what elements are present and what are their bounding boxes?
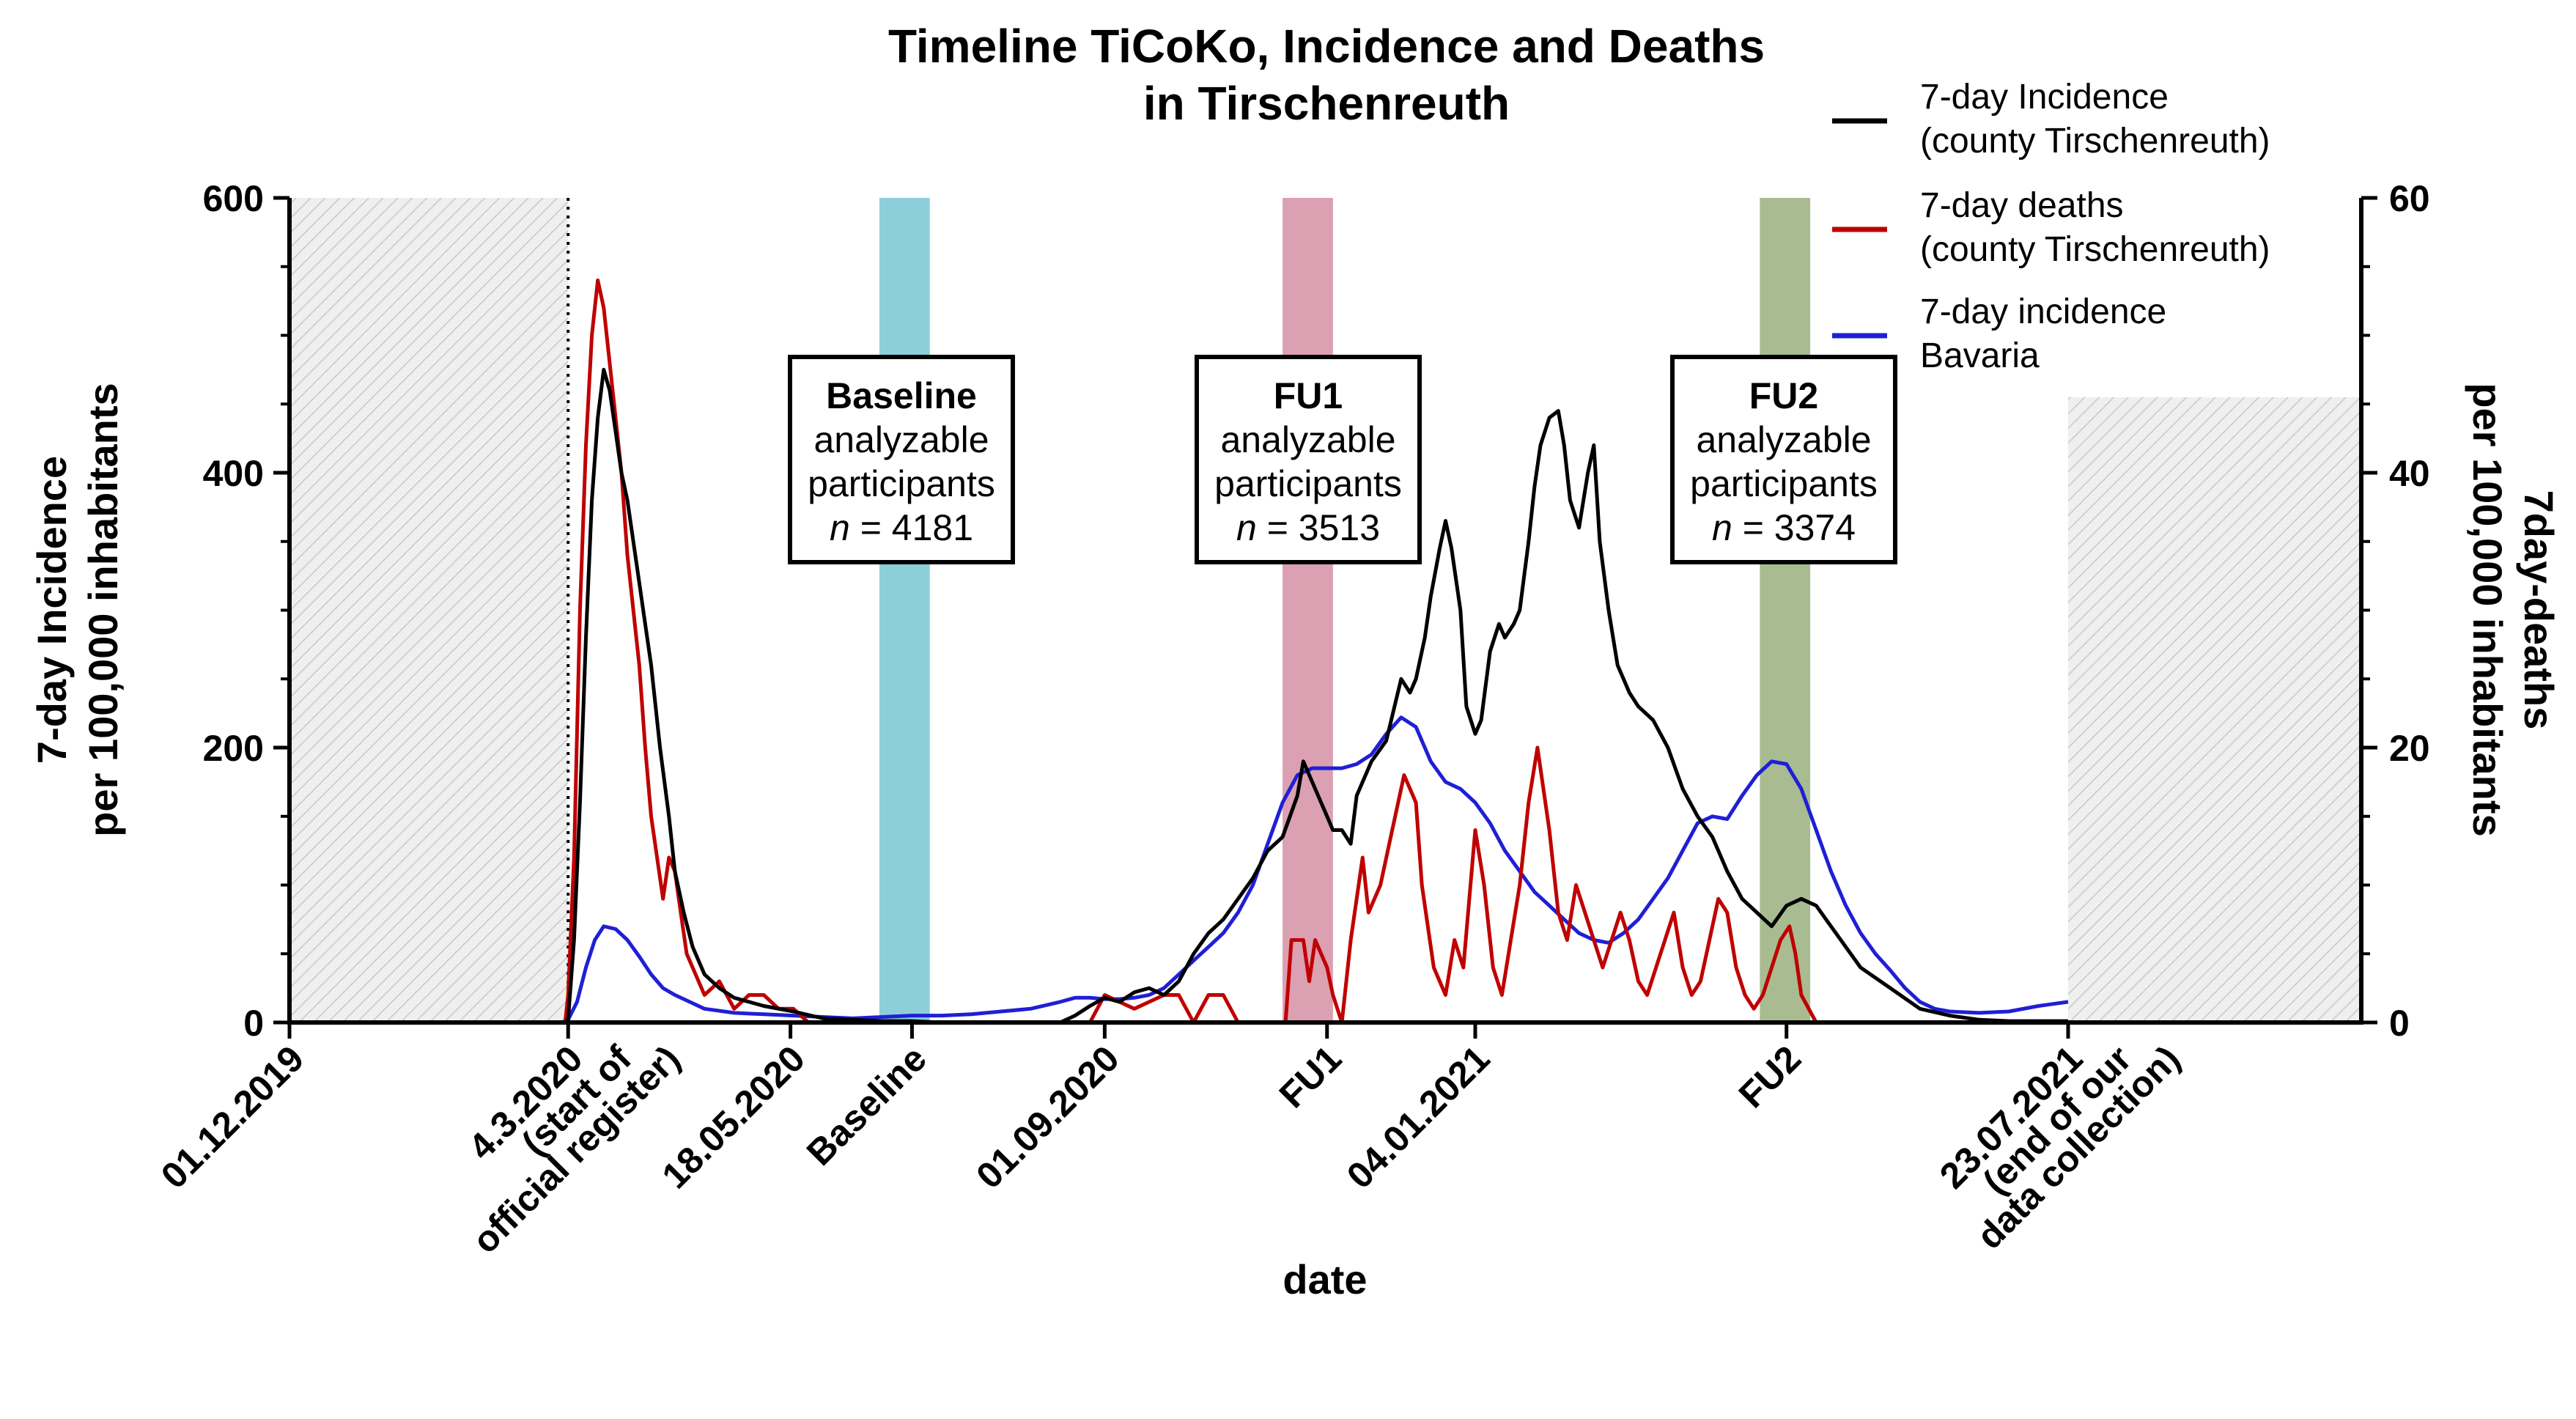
annotation-fu2: FU2 analyzable participants n = 3374 [1670,355,1897,564]
y-right-tick-label: 20 [2389,728,2430,769]
y-right-tick-label: 60 [2389,178,2430,219]
y-left-tick-label: 200 [203,728,264,769]
annotation-fu1: FU1 analyzable participants n = 3513 [1195,355,1422,564]
region-before-register [289,198,569,1022]
x-tick-label-line: FU2 [1731,1038,1809,1116]
y-left-tick-label: 600 [203,178,264,219]
annotation-fu2-n-value: = 3374 [1743,507,1856,548]
x-tick-label-line: FU1 [1272,1038,1349,1116]
annotation-fu1-n: n = 3513 [1236,507,1380,548]
y-axis-right-title-line1: 7day-deaths [2516,490,2562,730]
annotation-fu1-n-value: = 3513 [1267,507,1380,548]
x-tick-label-line: 01.09.2020 [968,1038,1127,1197]
annotation-baseline-n-value: = 4181 [860,507,973,548]
legend-incidence-line1: 7-day Incidence [1920,78,2169,117]
region-after-collection [2068,397,2359,1022]
chart-title-line1: Timeline TiCoKo, Incidence and Deaths [888,20,1765,73]
annotation-fu2-line2: analyzable [1696,419,1871,460]
legend: 7-day Incidence (county Tirschenreuth) 7… [1832,78,2270,375]
x-tick-label: FU1 [1272,1038,1349,1116]
x-tick-label: FU2 [1731,1038,1809,1116]
y-right-tick-label: 0 [2389,1003,2410,1044]
annotation-fu2-title: FU2 [1749,375,1818,416]
legend-incidence-line2: (county Tirschenreuth) [1920,122,2270,161]
annotation-fu1-line2: analyzable [1220,419,1395,460]
x-tick-label: Baseline [799,1038,934,1173]
x-tick-label: 01.12.2019 [153,1038,312,1197]
chart-title-line2: in Tirschenreuth [1143,77,1510,130]
series-line-deaths-tirschenreuth [289,279,2068,1025]
region-fu1-band [1283,198,1333,1022]
annotation-baseline-n-label: n [830,507,850,548]
annotation-fu2-line3: participants [1690,463,1878,504]
legend-deaths-line2: (county Tirschenreuth) [1920,230,2270,269]
annotation-fu1-line3: participants [1214,463,1402,504]
x-tick-label-line: Baseline [799,1038,934,1173]
y-axis-left-title-line1: 7-day Incidence [29,456,75,764]
legend-bavaria-line1: 7-day incidence [1920,292,2166,331]
annotation-fu2-n: n = 3374 [1712,507,1856,548]
annotation-baseline-title: Baseline [826,375,977,416]
annotation-fu2-n-label: n [1712,507,1732,548]
series-line-incidence-tirschenreuth [289,367,2068,1025]
annotation-baseline: Baseline analyzable participants n = 418… [788,355,1015,564]
y-axis-right-title-line2: per 100,000 inhabitants [2465,383,2511,836]
y-right-tick-label: 40 [2389,453,2430,494]
x-tick-label: 01.09.2020 [968,1038,1127,1197]
annotation-fu1-title: FU1 [1274,375,1343,416]
annotation-fu1-n-label: n [1236,507,1257,548]
annotation-baseline-n: n = 4181 [830,507,973,548]
x-tick-label-line: 01.12.2019 [153,1038,312,1197]
annotation-baseline-line2: analyzable [813,419,989,460]
region-baseline-band [879,198,930,1022]
annotation-baseline-line3: participants [808,463,995,504]
x-tick-label: 04.01.2021 [1339,1038,1498,1197]
x-tick-label-line: 04.01.2021 [1339,1038,1498,1197]
y-left-tick-label: 0 [243,1003,264,1044]
legend-bavaria-line2: Bavaria [1920,336,2040,375]
series-line-incidence-bavaria [289,715,2069,1025]
legend-deaths-line1: 7-day deaths [1920,186,2124,225]
y-axis-left-title-line2: per 100,000 inhabitants [80,383,126,836]
y-left-tick-label: 400 [203,453,264,494]
x-axis-title: date [1283,1256,1367,1302]
region-fu2-band [1760,198,1811,1022]
